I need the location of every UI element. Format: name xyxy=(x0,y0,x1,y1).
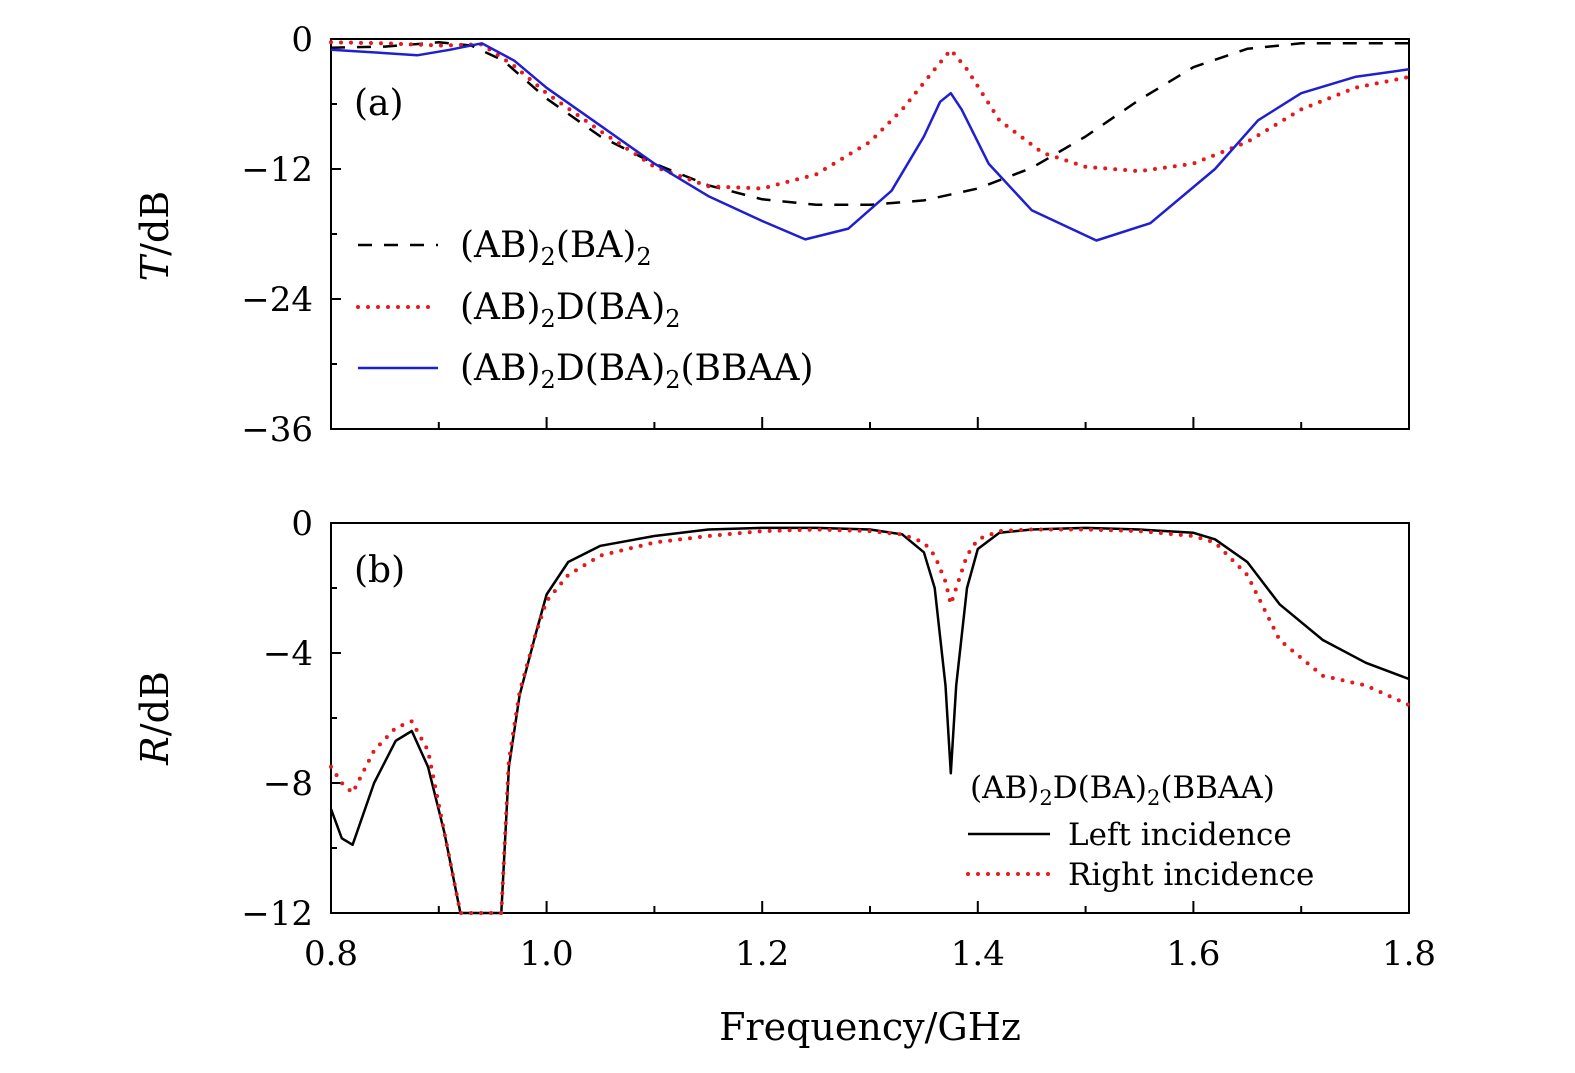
legend-title-b: (AB)2D(BA)2(BBAA) xyxy=(970,770,1275,810)
panel-a-series xyxy=(329,40,1411,242)
panel-b-legend: (AB)2D(BA)2(BBAA) Left incidence Right i… xyxy=(966,770,1314,893)
panel-b-ylabel: R/dB xyxy=(133,671,177,766)
panel-b-xtick-labels: 0.8 1.0 1.2 1.4 1.6 1.8 xyxy=(304,934,1436,974)
panel-b-ticks xyxy=(330,522,1410,914)
legend-label-left-incidence: Left incidence xyxy=(1068,817,1292,853)
y-tick-label: −12 xyxy=(241,150,313,190)
legend-label-right-incidence: Right incidence xyxy=(1068,857,1314,893)
y-tick-label: −4 xyxy=(263,634,313,674)
x-axis-title: Frequency/GHz xyxy=(719,1005,1021,1049)
panel-b-ylabel-unit: /dB xyxy=(133,671,177,736)
panel-b-series xyxy=(329,526,1411,915)
series-line-b-0 xyxy=(329,526,1410,915)
legend-label-ab2ba2: (AB)2(BA)2 xyxy=(460,225,652,271)
x-tick-label: 1.6 xyxy=(1166,934,1220,974)
panel-a-ylabel-var: T xyxy=(133,253,177,281)
y-tick-label: −12 xyxy=(241,894,313,934)
x-tick-label: 1.8 xyxy=(1382,934,1436,974)
x-tick-label: 1.2 xyxy=(735,934,789,974)
y-tick-label: 0 xyxy=(291,504,313,544)
svg-text:T/dB: T/dB xyxy=(133,191,177,281)
y-tick-label: −24 xyxy=(241,280,313,320)
legend-label-ab2dba2: (AB)2D(BA)2 xyxy=(460,287,681,333)
panel-b-ylabel-var: R xyxy=(133,736,177,766)
panel-b-ytick-labels: 0 −4 −8 −12 xyxy=(241,504,313,934)
panel-a-ylabel: T/dB xyxy=(133,191,177,281)
y-tick-label: −36 xyxy=(241,410,313,450)
panel-a-ticks xyxy=(330,38,1410,430)
y-tick-label: −8 xyxy=(263,764,313,804)
legend-label-ab2dba2bbaa: (AB)2D(BA)2(BBAA) xyxy=(460,348,814,394)
panel-b-frame xyxy=(330,522,1410,914)
series-line-b-1 xyxy=(329,527,1411,915)
panel-a-ytick-labels: 0 −12 −24 −36 xyxy=(241,20,313,450)
x-tick-label: 1.4 xyxy=(951,934,1005,974)
panel-a-legend: (AB)2(BA)2 (AB)2D(BA)2 (AB)2D(BA)2(BBAA) xyxy=(356,225,814,394)
x-tick-label: 1.0 xyxy=(520,934,574,974)
panel-a-label: (a) xyxy=(354,83,404,124)
series-line-a-0 xyxy=(330,41,1409,207)
x-tick-label: 0.8 xyxy=(304,934,358,974)
series-line-a-2 xyxy=(330,42,1410,242)
series-line-a-1 xyxy=(329,40,1411,191)
panel-b-label: (b) xyxy=(354,550,405,591)
svg-text:R/dB: R/dB xyxy=(133,671,177,766)
panel-a-ylabel-unit: /dB xyxy=(133,191,177,256)
y-tick-label: 0 xyxy=(291,20,313,60)
